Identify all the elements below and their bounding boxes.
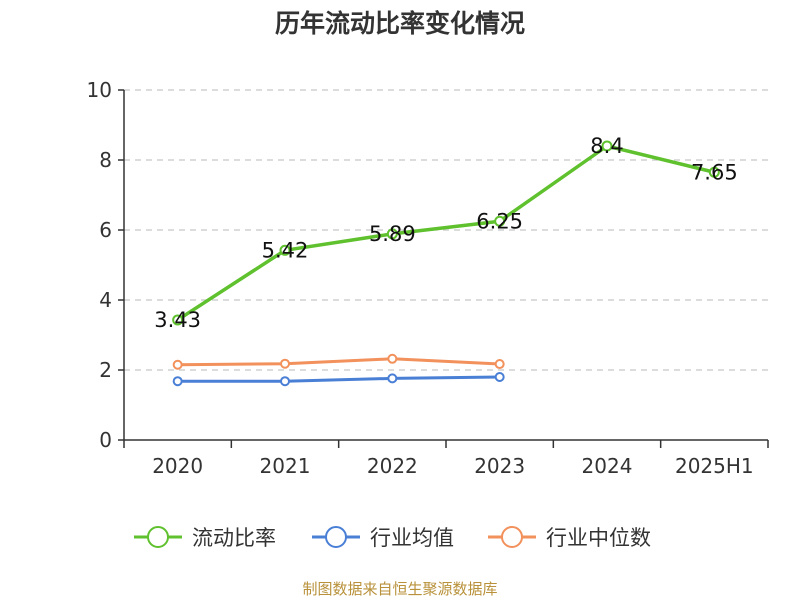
legend-marker	[501, 526, 523, 548]
x-tick-label: 2024	[582, 454, 633, 478]
data-point	[601, 140, 613, 152]
x-tick-label: 2021	[260, 454, 311, 478]
y-tick-label: 4	[99, 288, 112, 312]
legend-marker	[147, 526, 169, 548]
data-label: 6.25	[476, 209, 523, 233]
data-point	[172, 314, 184, 326]
legend-label: 行业中位数	[546, 526, 651, 550]
x-tick-label: 2022	[367, 454, 418, 478]
data-label: 5.42	[262, 238, 309, 262]
data-point	[387, 353, 398, 364]
legend[interactable]: 流动比率 行业均值 行业中位数	[134, 526, 651, 550]
series-line-0	[175, 144, 717, 322]
data-labels: 3.43 5.42 5.89 6.25 8.4 7.65	[154, 134, 737, 332]
legend-marker	[325, 526, 347, 548]
x-tick-label: 2025H1	[675, 454, 754, 478]
data-point	[279, 244, 291, 256]
data-label: 3.43	[154, 308, 201, 332]
y-tick-label: 10	[87, 78, 112, 102]
chart-title: 历年流动比率变化情况	[274, 9, 525, 38]
legend-label: 流动比率	[192, 526, 276, 550]
axes: 0 2 4 6 8 10 2020 2021 2022 2023 2024 2025H1	[87, 78, 769, 478]
x-tick-label: 2023	[474, 454, 525, 478]
data-label: 8.4	[590, 134, 623, 158]
y-tick-label: 0	[99, 428, 112, 452]
data-point	[386, 228, 398, 240]
legend-label: 行业均值	[370, 526, 454, 550]
y-tick-label: 2	[99, 358, 112, 382]
data-point	[494, 215, 506, 227]
source-note: 制图数据来自恒生聚源数据库	[302, 580, 498, 598]
data-point	[708, 166, 720, 178]
series-lines	[172, 140, 720, 387]
data-point	[387, 373, 398, 384]
data-point	[494, 359, 505, 370]
gridlines	[124, 89, 768, 371]
x-tick-label: 2020	[152, 454, 203, 478]
data-point	[494, 372, 505, 382]
data-point	[280, 358, 290, 369]
y-tick-label: 6	[99, 218, 112, 242]
series-line-2	[176, 357, 502, 367]
y-tick-label: 8	[99, 148, 112, 172]
data-label: 7.65	[691, 160, 738, 184]
data-point	[172, 376, 183, 387]
series-line-1	[176, 375, 502, 383]
data-point	[280, 376, 290, 387]
data-label: 5.89	[369, 222, 416, 246]
data-point	[172, 359, 183, 370]
